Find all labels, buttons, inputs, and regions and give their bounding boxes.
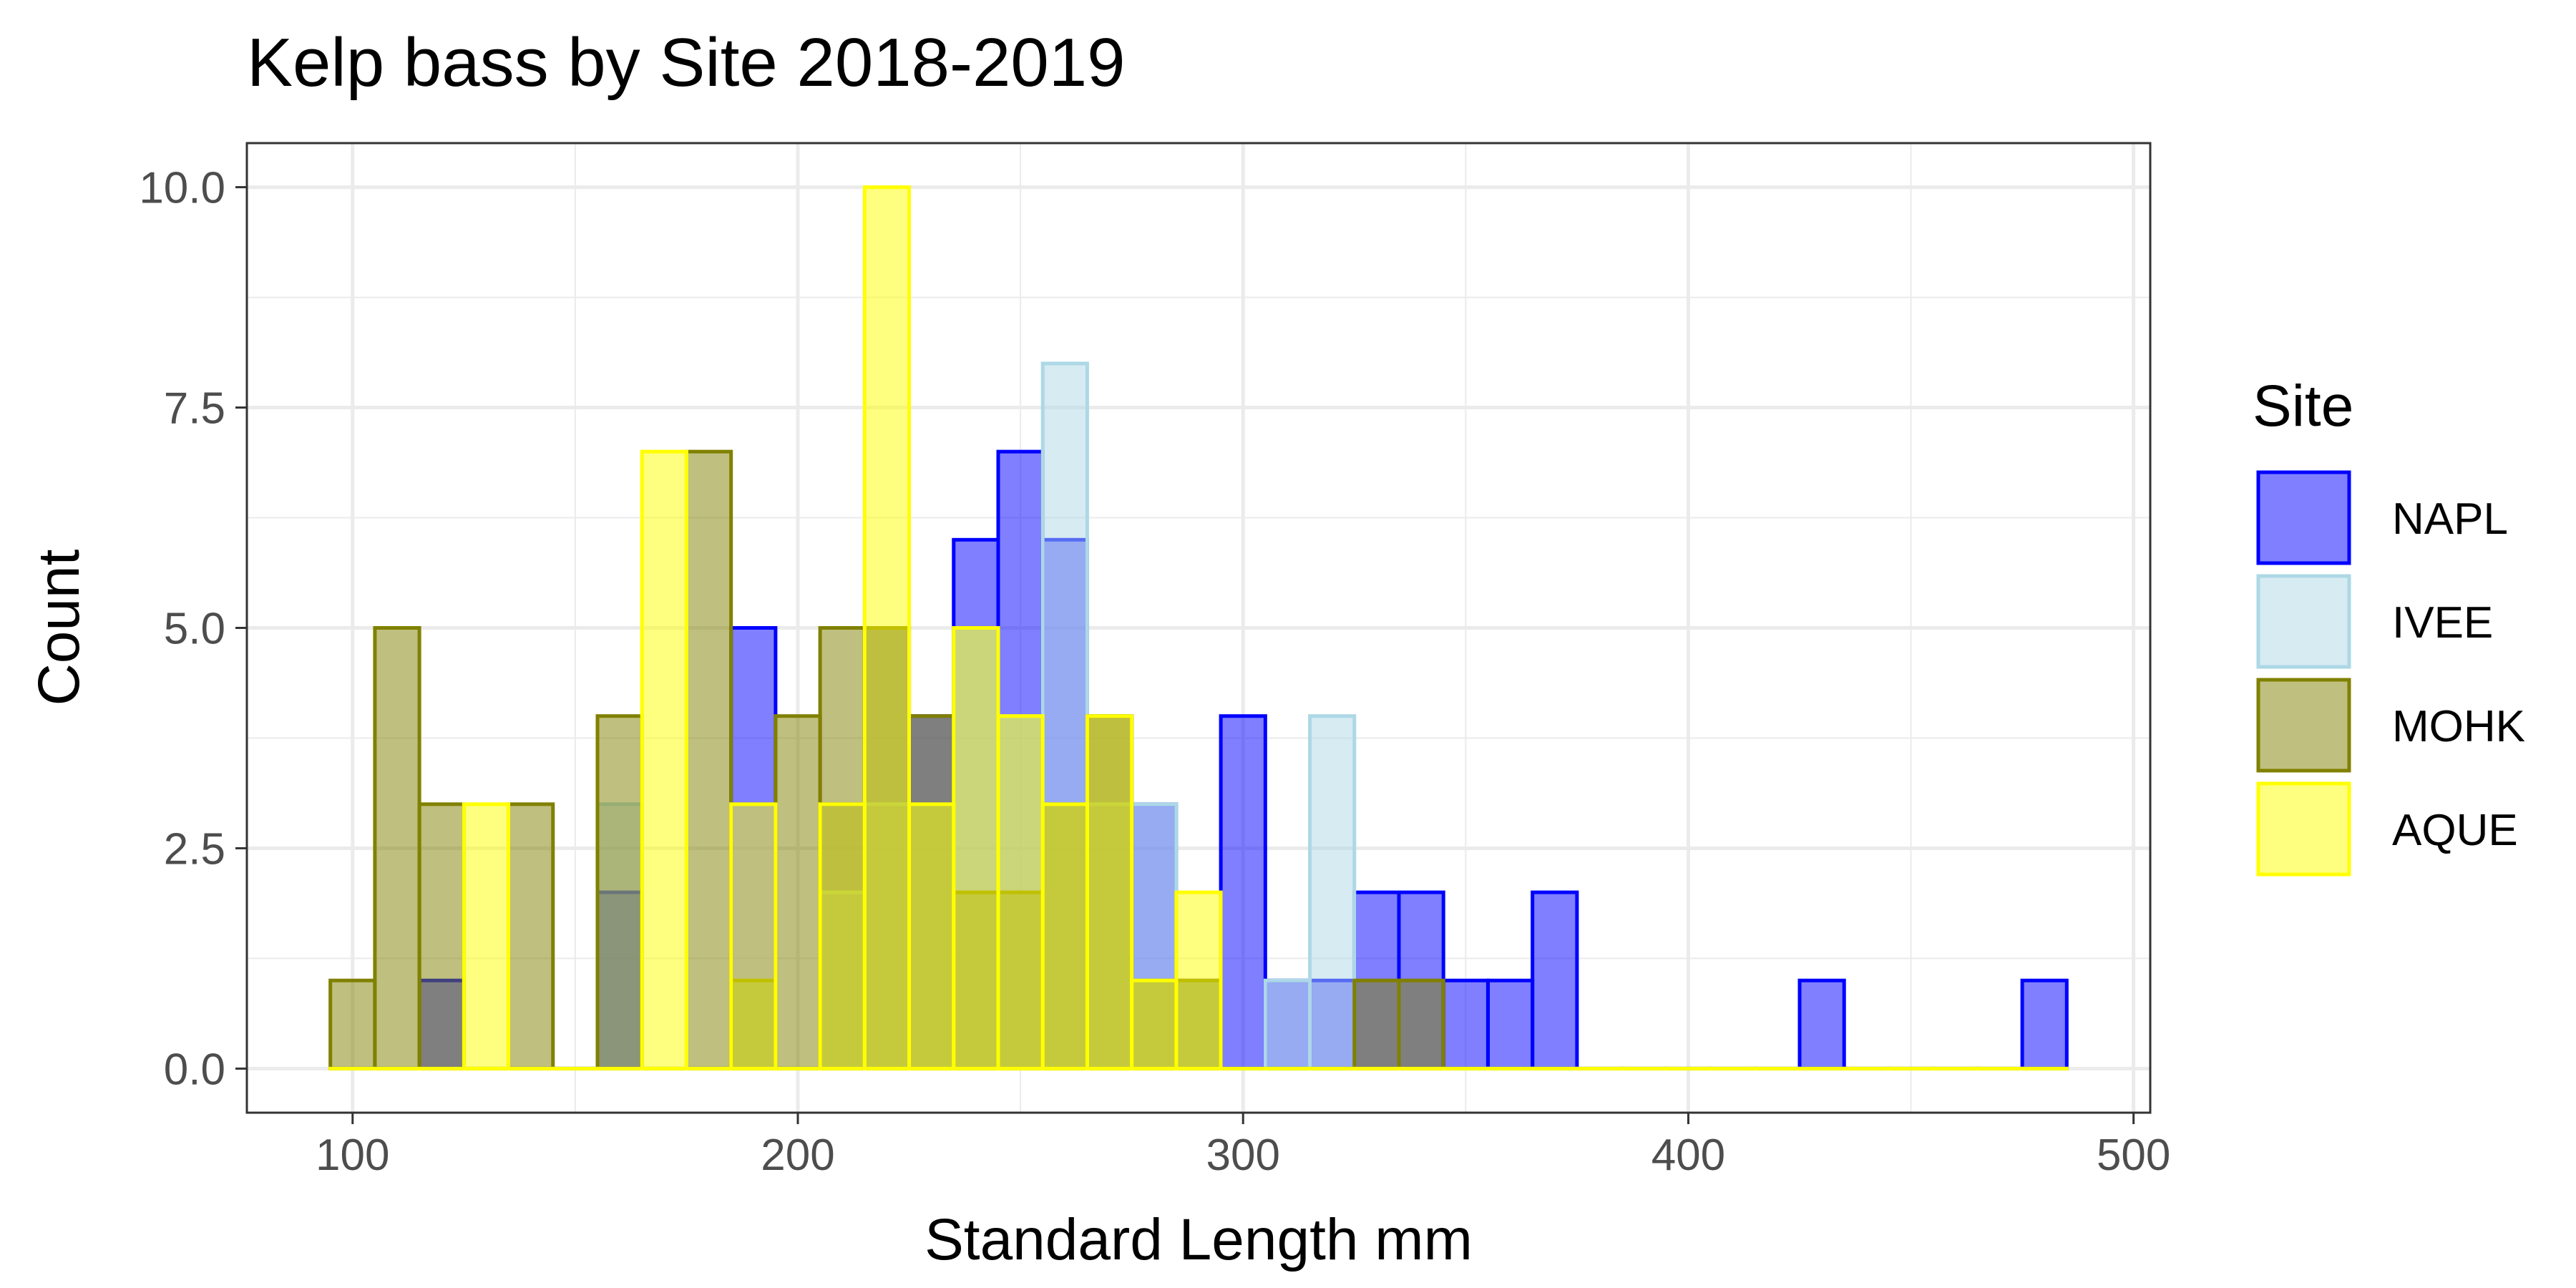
bar-mohk	[595, 714, 644, 1070]
x-tick-label: 100	[316, 1131, 389, 1180]
series-aque	[328, 185, 2069, 1070]
bar-aque	[952, 626, 1000, 1070]
bar-mohk	[328, 978, 377, 1070]
legend-label-napl: NAPL	[2392, 494, 2508, 544]
bar-napl	[1485, 978, 1535, 1070]
bar-napl	[1531, 890, 1579, 1070]
bar-mohk	[507, 802, 555, 1070]
bar-aque	[1085, 714, 1134, 1070]
y-tick-label: 0.0	[164, 1045, 225, 1094]
legend-label-aque: AQUE	[2392, 806, 2518, 855]
y-tick-label: 7.5	[164, 384, 225, 434]
bar-aque	[640, 449, 688, 1070]
bar-ivee	[1308, 714, 1357, 1070]
bar-aque	[1130, 978, 1179, 1070]
bar-napl	[1441, 978, 1490, 1070]
bar-aque	[996, 714, 1045, 1070]
x-axis-title: Standard Length mm	[924, 1207, 1473, 1272]
bar-mohk	[774, 714, 822, 1070]
legend-label-mohk: MOHK	[2392, 702, 2525, 751]
x-tick-label: 400	[1652, 1131, 1725, 1180]
bar-aque	[1174, 890, 1223, 1070]
bars	[328, 185, 2069, 1070]
bar-napl	[1797, 978, 1846, 1070]
legend-swatch-aque	[2256, 781, 2351, 877]
legend-label-ivee: IVEE	[2392, 598, 2493, 648]
bar-mohk	[373, 626, 421, 1070]
legend-title: Site	[2253, 374, 2353, 439]
bar-mohk	[684, 449, 733, 1070]
bar-aque	[462, 802, 511, 1070]
bar-aque	[1040, 802, 1089, 1070]
chart-title: Kelp bass by Site 2018-2019	[247, 24, 1126, 101]
x-axis: 100 200 300 400 500	[316, 1113, 2170, 1180]
bar-aque	[729, 802, 778, 1070]
legend: Site NAPL IVEE MOHK AQUE	[2253, 374, 2525, 877]
x-tick-label: 200	[761, 1131, 834, 1180]
legend-swatch-napl	[2256, 470, 2351, 565]
bar-mohk	[1397, 978, 1445, 1070]
x-tick-label: 500	[2097, 1131, 2170, 1180]
bar-napl	[2020, 978, 2069, 1070]
bar-ivee	[1263, 978, 1312, 1070]
bar-aque	[862, 185, 912, 1070]
x-tick-label: 300	[1206, 1131, 1279, 1180]
bar-mohk	[1352, 978, 1401, 1070]
y-axis-title: Count	[26, 549, 92, 706]
legend-swatch-ivee	[2256, 574, 2351, 669]
y-tick-label: 10.0	[139, 164, 225, 213]
y-tick-label: 2.5	[164, 824, 225, 874]
y-tick-label: 5.0	[164, 605, 225, 654]
bar-aque	[907, 802, 956, 1070]
y-axis: 0.0 2.5 5.0 7.5 10.0	[139, 164, 247, 1094]
bar-napl	[1219, 714, 1267, 1070]
grid-lines	[247, 143, 2150, 1113]
bar-aque	[818, 802, 867, 1070]
legend-swatch-mohk	[2256, 678, 2351, 773]
bar-mohk	[417, 802, 466, 1070]
